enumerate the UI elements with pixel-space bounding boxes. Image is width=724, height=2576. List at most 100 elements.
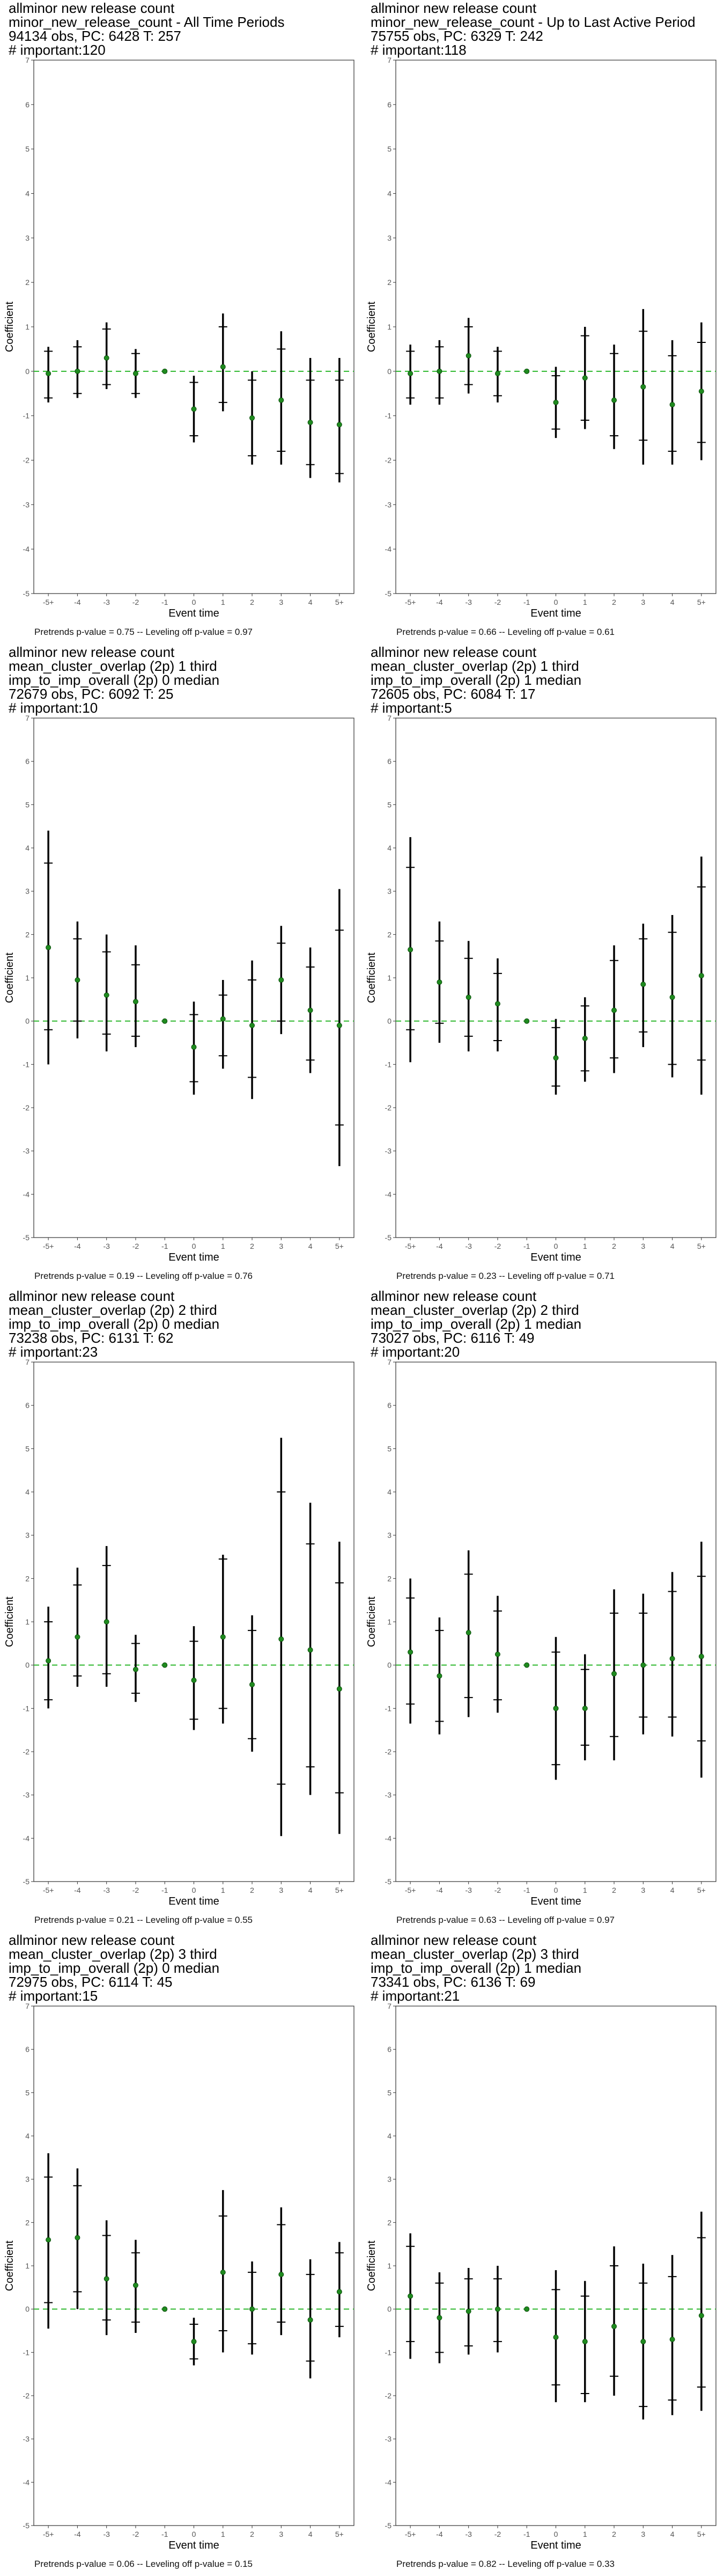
y-tick-label: 5	[25, 1444, 29, 1453]
coefficient-point	[466, 994, 471, 1000]
coefficient-point	[278, 1636, 284, 1642]
coefficient-point	[278, 977, 284, 983]
x-axis-label: Event time	[168, 2540, 219, 2551]
coefficient-point	[104, 1619, 109, 1624]
y-tick-label: -4	[385, 545, 392, 553]
plot-frame	[395, 60, 716, 594]
coefficient-point	[191, 2339, 197, 2345]
chart-title-line: 73341 obs, PC: 6136 T: 69	[371, 1974, 536, 1990]
x-tick-label: 1	[583, 598, 587, 606]
chart-svg: -5 -4 -3 -2 -1 0 1 2 3 4 5 6 7 -5+ -4 -3 -2 -1 0 1 2 3 4 5+ Even…	[366, 714, 716, 1263]
pvalue-footer: Pretrends p-value = 0.19 -- Leveling off…	[34, 1271, 253, 1281]
y-tick-label: 5	[25, 2088, 29, 2097]
chart-title-line: imp_to_imp_overall (2p) 0 median	[9, 1316, 220, 1332]
x-tick-label: 5+	[335, 598, 344, 606]
coefficient-point	[75, 2235, 80, 2241]
coefficient-point	[336, 1686, 342, 1692]
y-tick-label: 2	[387, 930, 391, 939]
coefficient-point	[553, 399, 559, 405]
x-tick-label: -3	[465, 1886, 472, 1894]
y-tick-label: -5	[385, 1233, 392, 1242]
chart-title: allminor new release count mean_cluster_o…	[371, 1289, 581, 1359]
x-tick-label: 2	[612, 2530, 616, 2538]
x-tick-label: 5+	[335, 1242, 344, 1250]
x-tick-label: 2	[612, 598, 616, 606]
y-tick-label: -4	[23, 1190, 30, 1198]
chart-title-line: # important:23	[9, 1344, 98, 1360]
y-tick-label: -3	[385, 1147, 392, 1155]
x-tick-label: 1	[221, 1242, 225, 1250]
coefficient-point	[524, 1018, 530, 1024]
coefficient-point	[466, 2308, 471, 2314]
x-tick-label: -2	[494, 1886, 501, 1894]
coefficient-point	[466, 353, 471, 358]
chart-panel: allminor new release count mean_cluster_o…	[0, 1288, 362, 1932]
y-axis-label: Coefficient	[366, 301, 378, 352]
coefficient-point	[698, 1653, 704, 1659]
y-tick-label: -2	[23, 2391, 30, 2400]
chart-panel: allminor new release count mean_cluster_o…	[362, 1288, 724, 1932]
x-tick-label: -4	[74, 1886, 81, 1894]
y-tick-label: -5	[23, 589, 30, 598]
plot-frame	[33, 718, 354, 1238]
coefficient-point	[611, 1671, 617, 1677]
y-tick-label: 1	[387, 323, 391, 331]
chart-title-line: imp_to_imp_overall (2p) 0 median	[9, 672, 220, 688]
pvalue-footer: Pretrends p-value = 0.63 -- Leveling off…	[396, 1915, 615, 1925]
coefficient-point	[104, 2276, 109, 2282]
x-tick-label: 2	[250, 1242, 254, 1250]
coefficient-point	[307, 420, 313, 426]
coefficient-point	[408, 370, 413, 376]
y-tick-label: 4	[25, 189, 29, 198]
pvalue-footer: Pretrends p-value = 0.66 -- Leveling off…	[396, 627, 615, 637]
coefficient-point	[336, 1022, 342, 1028]
y-tick-label: -1	[23, 1704, 30, 1713]
x-tick-label: 3	[279, 2530, 283, 2538]
x-tick-label: 0	[192, 2530, 196, 2538]
chart-title-line: 72679 obs, PC: 6092 T: 25	[9, 686, 174, 702]
chart-svg: -5 -4 -3 -2 -1 0 1 2 3 4 5 6 7 -5+ -4 -3 -2 -1 0 1 2 3 4 5+ Even…	[4, 1358, 354, 1907]
y-axis-label: Coefficient	[4, 1596, 16, 1647]
coefficient-point	[408, 947, 413, 953]
coefficient-point	[669, 1656, 675, 1662]
y-tick-label: -3	[385, 500, 392, 509]
chart-title: allminor new release count mean_cluster_o…	[9, 645, 219, 715]
y-tick-label: -2	[23, 1747, 30, 1756]
x-tick-label: -5+	[43, 1886, 54, 1894]
y-tick-label: 0	[25, 1661, 29, 1670]
chart-svg: -5 -4 -3 -2 -1 0 1 2 3 4 5 6 7 -5+ -4 -3 -2 -1 0 1 2 3 4 5+ Even…	[4, 56, 354, 619]
y-tick-label: -1	[23, 412, 30, 420]
x-tick-label: -3	[465, 598, 472, 606]
coefficient-point	[611, 1007, 617, 1013]
coefficient-point	[582, 1706, 588, 1711]
y-tick-label: -1	[385, 1704, 392, 1713]
x-tick-label: -5+	[43, 2530, 54, 2538]
coefficient-point	[524, 2306, 530, 2312]
y-tick-label: 2	[387, 1574, 391, 1583]
coefficient-point	[611, 2323, 617, 2329]
coefficient-point	[669, 994, 675, 1000]
y-tick-label: 1	[25, 974, 29, 982]
pvalue-footer: Pretrends p-value = 0.06 -- Leveling off…	[34, 2559, 253, 2569]
x-tick-label: 3	[279, 1886, 283, 1894]
y-tick-label: 5	[387, 800, 391, 809]
y-tick-label: -3	[23, 1791, 30, 1799]
y-tick-label: -2	[385, 1103, 392, 1112]
chart-title-line: imp_to_imp_overall (2p) 1 median	[371, 672, 582, 688]
y-tick-label: -4	[23, 545, 30, 553]
coefficient-point	[494, 2306, 500, 2312]
chart-title-line: 72975 obs, PC: 6114 T: 45	[9, 1974, 173, 1990]
x-tick-label: 3	[641, 2530, 645, 2538]
coefficient-point	[104, 355, 109, 361]
coefficient-point	[437, 2315, 442, 2321]
y-tick-label: -3	[385, 1791, 392, 1799]
x-tick-label: 4	[670, 1242, 675, 1250]
y-tick-label: 5	[387, 1444, 391, 1453]
y-tick-label: -2	[385, 1747, 392, 1756]
x-tick-label: -3	[465, 2530, 472, 2538]
chart-title-line: 73027 obs, PC: 6116 T: 49	[371, 1330, 535, 1346]
x-tick-label: -2	[132, 598, 139, 606]
y-tick-label: 0	[25, 1017, 29, 1026]
x-tick-label: 4	[308, 598, 313, 606]
y-tick-label: -5	[385, 2521, 392, 2530]
